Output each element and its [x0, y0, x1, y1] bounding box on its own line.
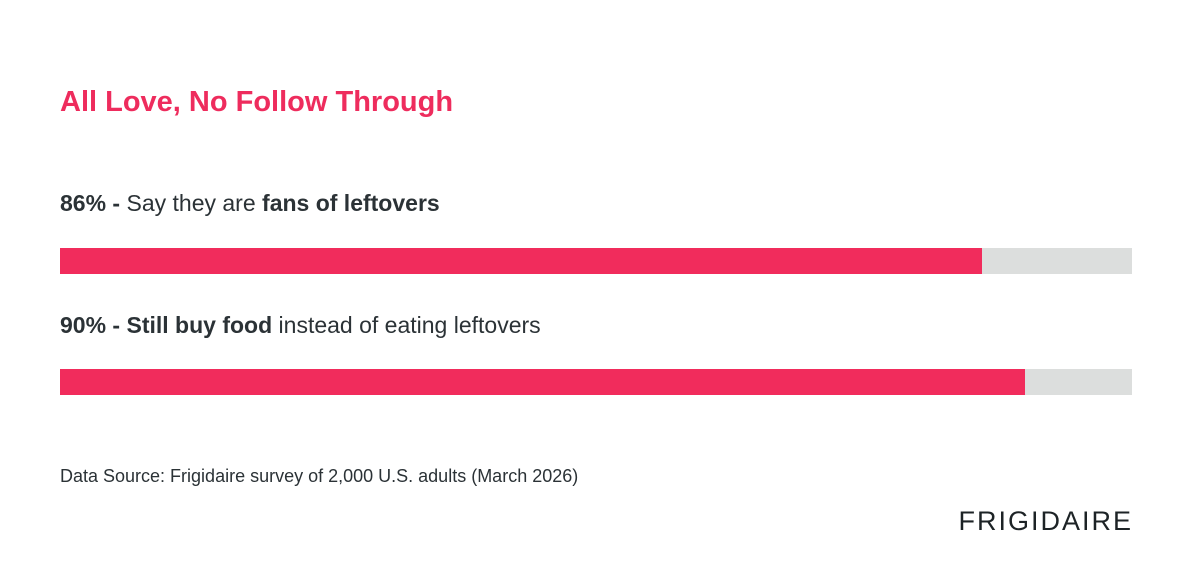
logo-text: FRIGIDAIRE [958, 505, 1133, 536]
bar-value-label: 90% [60, 312, 107, 338]
bar-text-plain-after: instead of eating leftovers [272, 312, 541, 338]
bar-separator: - [106, 190, 127, 216]
data-source: Data Source: Frigidaire survey of 2,000 … [60, 466, 579, 486]
bar-fill-1 [60, 248, 982, 274]
bar-track-1 [60, 248, 1132, 274]
frigidaire-logo: FRIGIDAIRE [958, 503, 1133, 539]
chart-title: All Love, No Follow Through [60, 86, 454, 118]
bar-track-2 [60, 369, 1132, 395]
bar-label-2: 90% - Still buy food instead of eating l… [60, 312, 541, 339]
bar-fill-2 [60, 369, 1025, 395]
bar-text-bold: fans of leftovers [262, 190, 440, 216]
bar-value-label: 86% [60, 190, 107, 216]
bar-separator: - [106, 312, 127, 338]
bar-text-plain: Say they are [126, 190, 263, 216]
bar-label-1: 86% - Say they are fans of leftovers [60, 190, 440, 217]
bar-text-bold: Still buy food [126, 312, 273, 338]
